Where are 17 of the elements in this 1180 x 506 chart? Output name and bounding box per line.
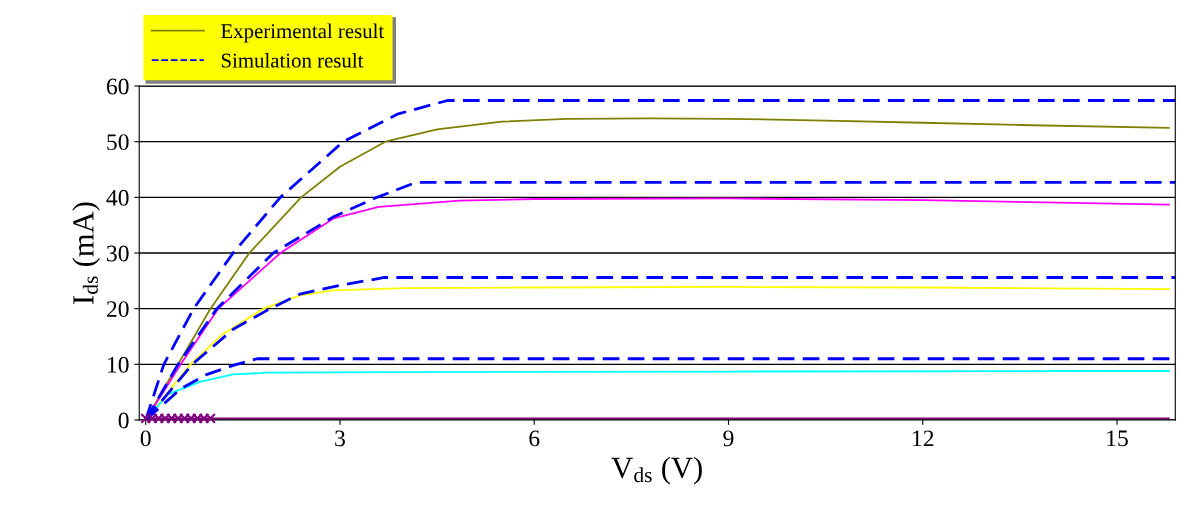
x-tick-label: 0 — [140, 430, 151, 447]
y-tick-label: 0 — [118, 412, 129, 429]
y-tick-label: 20 — [106, 301, 129, 318]
y-tick-label: 30 — [107, 245, 129, 262]
y-tick-label: 60 — [106, 78, 129, 95]
x-tick-label: 6 — [529, 430, 540, 447]
x-tick-label: 9 — [723, 430, 734, 447]
y-tick-label: 40 — [106, 189, 129, 206]
x-tick-label: 15 — [1107, 430, 1128, 447]
y-tick-label: 10 — [107, 356, 129, 373]
y-tick-label: 50 — [107, 134, 129, 151]
legend-label: Simulation result — [221, 52, 364, 68]
y-axis-title: I$_{ds}$ (mA) — [72, 202, 100, 304]
x-axis-title: V$_{ds}$ (V) — [611, 456, 702, 485]
x-tick-label: 3 — [335, 430, 345, 447]
legend-label: Experimental result — [221, 23, 385, 43]
x-tick-label: 12 — [913, 430, 934, 447]
